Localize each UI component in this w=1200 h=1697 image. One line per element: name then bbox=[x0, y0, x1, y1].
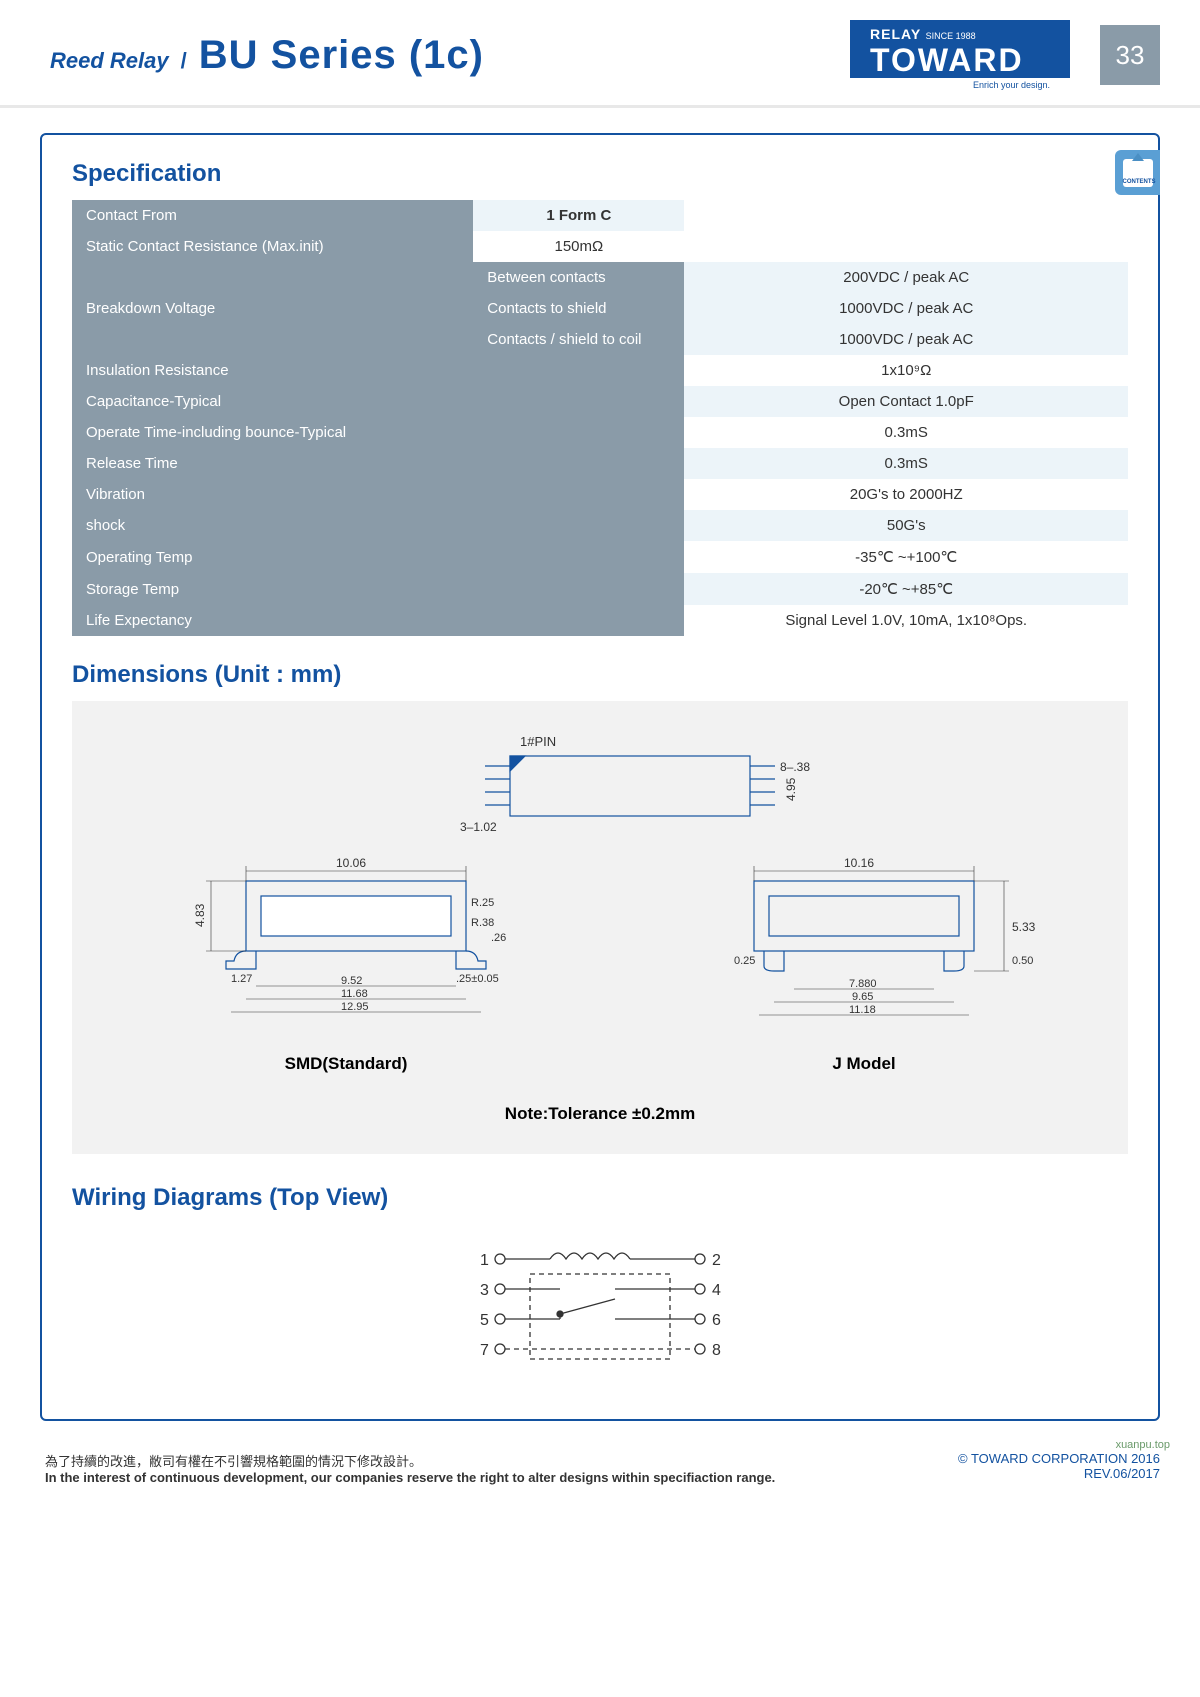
content-area: CONTENTS Specification Contact From1 For… bbox=[0, 108, 1200, 1446]
svg-text:5: 5 bbox=[480, 1312, 489, 1329]
svg-text:12.95: 12.95 bbox=[341, 1001, 369, 1013]
dim-4-95: 4.95 bbox=[784, 777, 798, 801]
svg-text:0.50: 0.50 bbox=[1012, 955, 1033, 967]
dimensions-area: 1#PIN 3–1.02 8–.38 4.95 bbox=[72, 701, 1128, 1154]
dimensions-title: Dimensions (Unit : mm) bbox=[72, 661, 1128, 689]
svg-text:9.52: 9.52 bbox=[341, 975, 362, 987]
svg-text:7.880: 7.880 bbox=[849, 978, 877, 990]
content-border: CONTENTS Specification Contact From1 For… bbox=[40, 133, 1160, 1421]
svg-text:9.65: 9.65 bbox=[852, 991, 873, 1003]
jmodel-label: J Model bbox=[684, 1054, 1044, 1074]
wiring-diagram-area: 1 2 3 4 5 6 7 8 bbox=[72, 1224, 1128, 1389]
specification-title: Specification bbox=[72, 160, 1128, 188]
svg-text:8: 8 bbox=[712, 1342, 721, 1359]
specification-table: Contact From1 Form CStatic Contact Resis… bbox=[72, 200, 1128, 636]
tolerance-note: Note:Tolerance ±0.2mm bbox=[82, 1104, 1118, 1124]
svg-text:4.83: 4.83 bbox=[193, 903, 207, 927]
smd-column: 10.06 4.83 R.25 R.38 .26 1.27 9.52 11.68… bbox=[156, 851, 536, 1074]
svg-text:3: 3 bbox=[480, 1282, 489, 1299]
watermark: xuanpu.top bbox=[1116, 1439, 1170, 1451]
contents-tab[interactable]: CONTENTS bbox=[1115, 150, 1160, 195]
svg-text:R.25: R.25 bbox=[471, 897, 494, 909]
svg-text:1.27: 1.27 bbox=[231, 973, 252, 985]
svg-text:5.33: 5.33 bbox=[1012, 920, 1036, 934]
svg-text:7: 7 bbox=[480, 1342, 489, 1359]
jmodel-column: 10.16 5.33 0.25 0.50 7.880 9.65 11.18 J … bbox=[684, 851, 1044, 1074]
logo-since: SINCE 1988 bbox=[926, 31, 976, 41]
svg-text:1: 1 bbox=[480, 1252, 489, 1269]
contents-label: CONTENTS bbox=[1123, 179, 1153, 185]
logo-box: RELAY SINCE 1988 TOWARD bbox=[850, 20, 1070, 78]
footer-left: 為了持續的改進，敝司有權在不引響規格範圍的情況下修改設計。 In the int… bbox=[45, 1451, 775, 1485]
wiring-title: Wiring Diagrams (Top View) bbox=[72, 1184, 1128, 1212]
svg-text:11.68: 11.68 bbox=[341, 988, 368, 1000]
footer-en: In the interest of continuous developmen… bbox=[45, 1470, 775, 1485]
smd-label: SMD(Standard) bbox=[156, 1054, 536, 1074]
home-icon: CONTENTS bbox=[1123, 159, 1153, 187]
dimension-top-view: 1#PIN 3–1.02 8–.38 4.95 bbox=[390, 721, 810, 851]
wiring-diagram: 1 2 3 4 5 6 7 8 bbox=[440, 1239, 760, 1369]
svg-text:2: 2 bbox=[712, 1252, 721, 1269]
page-header: Reed Relay / BU Series (1c) RELAY SINCE … bbox=[0, 0, 1200, 108]
svg-text:.25±0.05: .25±0.05 bbox=[456, 973, 499, 985]
svg-text:11.18: 11.18 bbox=[849, 1004, 876, 1016]
svg-text:4: 4 bbox=[712, 1282, 721, 1299]
footer-cn: 為了持續的改進，敝司有權在不引響規格範圍的情況下修改設計。 bbox=[45, 1451, 775, 1470]
svg-text:0.25: 0.25 bbox=[734, 955, 755, 967]
dim-8-38: 8–.38 bbox=[780, 760, 810, 774]
jmodel-diagram: 10.16 5.33 0.25 0.50 7.880 9.65 11.18 bbox=[684, 851, 1044, 1031]
footer-copyright: © TOWARD CORPORATION 2016 bbox=[958, 1451, 1160, 1466]
series-title: BU Series (1c) bbox=[199, 33, 484, 78]
logo-block: RELAY SINCE 1988 TOWARD Enrich your desi… bbox=[850, 20, 1070, 90]
header-title: Reed Relay / BU Series (1c) bbox=[50, 33, 850, 78]
smd-diagram: 10.06 4.83 R.25 R.38 .26 1.27 9.52 11.68… bbox=[156, 851, 536, 1031]
page-number: 33 bbox=[1100, 25, 1160, 85]
pin-pitch: 3–1.02 bbox=[460, 820, 497, 834]
svg-text:10.06: 10.06 bbox=[336, 856, 366, 870]
slash: / bbox=[181, 48, 187, 74]
svg-text:R.38: R.38 bbox=[471, 917, 494, 929]
logo-toward: TOWARD bbox=[870, 44, 1050, 76]
pin1-label: 1#PIN bbox=[520, 734, 556, 749]
page-footer: 為了持續的改進，敝司有權在不引響規格範圍的情況下修改設計。 In the int… bbox=[0, 1446, 1200, 1500]
footer-rev: REV.06/2017 bbox=[958, 1466, 1160, 1481]
dimension-side-views: 10.06 4.83 R.25 R.38 .26 1.27 9.52 11.68… bbox=[82, 851, 1118, 1074]
logo-tagline: Enrich your design. bbox=[850, 80, 1070, 90]
logo-relay: RELAY bbox=[870, 26, 921, 42]
footer-right: © TOWARD CORPORATION 2016 REV.06/2017 bbox=[958, 1451, 1160, 1485]
svg-text:.26: .26 bbox=[491, 932, 506, 944]
reed-relay-text: Reed Relay bbox=[50, 48, 169, 74]
svg-text:6: 6 bbox=[712, 1312, 721, 1329]
svg-text:10.16: 10.16 bbox=[844, 856, 874, 870]
